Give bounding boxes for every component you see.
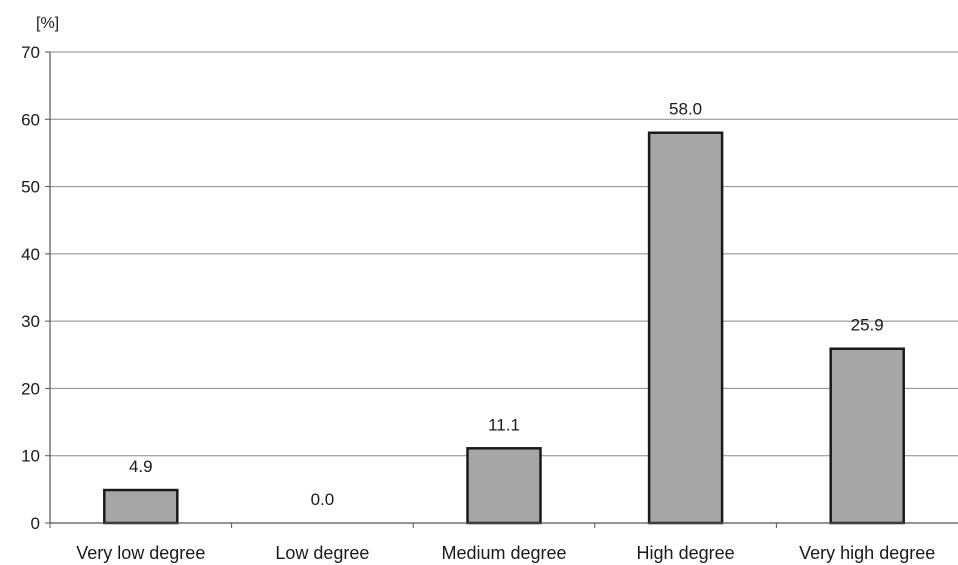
- x-category-label: Low degree: [275, 543, 369, 563]
- bar: [103, 488, 179, 525]
- y-axis-unit-label: [%]: [36, 15, 59, 32]
- bar-value-label: 25.9: [851, 316, 884, 335]
- y-tick-label: 20: [21, 379, 40, 398]
- y-tick-label: 30: [21, 312, 40, 331]
- gridlines: [50, 51, 958, 457]
- bar: [829, 347, 905, 525]
- bar-value-label: 0.0: [311, 490, 335, 509]
- bar-value-label: 11.1: [488, 415, 520, 434]
- x-category-label: Very low degree: [76, 543, 205, 563]
- y-axis-ticks: 0 10 20 30 40 50 60 70: [21, 43, 50, 533]
- y-tick-label: 10: [21, 447, 40, 466]
- y-tick-label: 70: [21, 43, 40, 62]
- bar: [466, 447, 542, 525]
- x-category-label: Medium degree: [441, 543, 566, 563]
- x-axis-category-labels: Very low degree Low degree Medium degree Hi…: [49, 523, 935, 563]
- bar-value-label: 58.0: [669, 100, 702, 119]
- x-category-label: High degree: [637, 543, 735, 563]
- y-tick-label: 0: [31, 514, 40, 533]
- y-tick-label: 50: [21, 178, 40, 197]
- y-tick-label: 60: [21, 110, 40, 129]
- y-tick-label: 40: [21, 245, 40, 264]
- bar: [647, 131, 724, 525]
- x-category-label: Very high degree: [799, 543, 935, 563]
- bars: [103, 131, 905, 525]
- bar-value-label: 4.9: [129, 457, 153, 476]
- axes: [49, 52, 958, 524]
- value-labels: 4.9 0.0 11.1 58.0 25.9: [129, 100, 884, 509]
